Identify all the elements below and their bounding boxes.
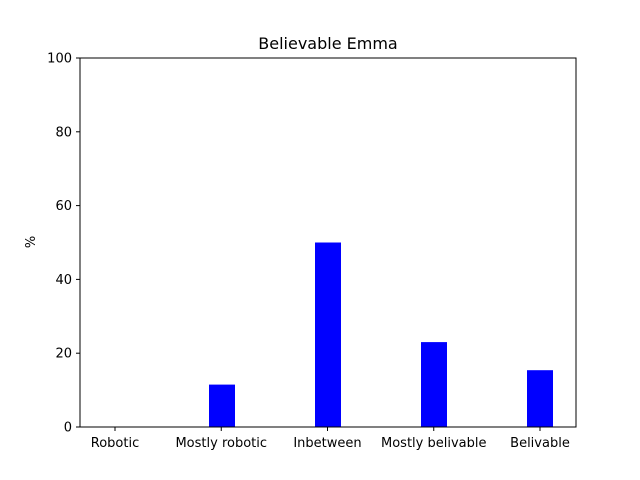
- bar-3: [421, 342, 447, 427]
- x-tick-label-1: Mostly robotic: [175, 436, 267, 451]
- x-tick-label-4: Belivable: [510, 436, 570, 451]
- x-axis: Robotic Mostly robotic Inbetween Mostly bel…: [91, 427, 570, 451]
- x-tick-label-2: Inbetween: [293, 436, 361, 451]
- x-tick-label-3: Mostly belivable: [381, 436, 486, 451]
- y-tick-label-3: 60: [55, 199, 72, 214]
- bar-1: [209, 384, 235, 427]
- bar-4: [527, 370, 553, 427]
- x-tick-label-0: Robotic: [91, 436, 139, 451]
- y-axis: 0 20 40 60 80 100: [47, 52, 80, 436]
- y-tick-label-1: 20: [55, 347, 72, 362]
- y-tick-label-5: 100: [47, 52, 72, 67]
- bar-2: [315, 242, 341, 427]
- y-axis-label: %: [24, 236, 39, 248]
- y-tick-label-0: 0: [64, 421, 72, 436]
- bars-group: [209, 242, 553, 427]
- chart-title: Believable Emma: [258, 34, 397, 53]
- y-tick-label-4: 80: [55, 125, 72, 140]
- y-tick-label-2: 40: [55, 273, 72, 288]
